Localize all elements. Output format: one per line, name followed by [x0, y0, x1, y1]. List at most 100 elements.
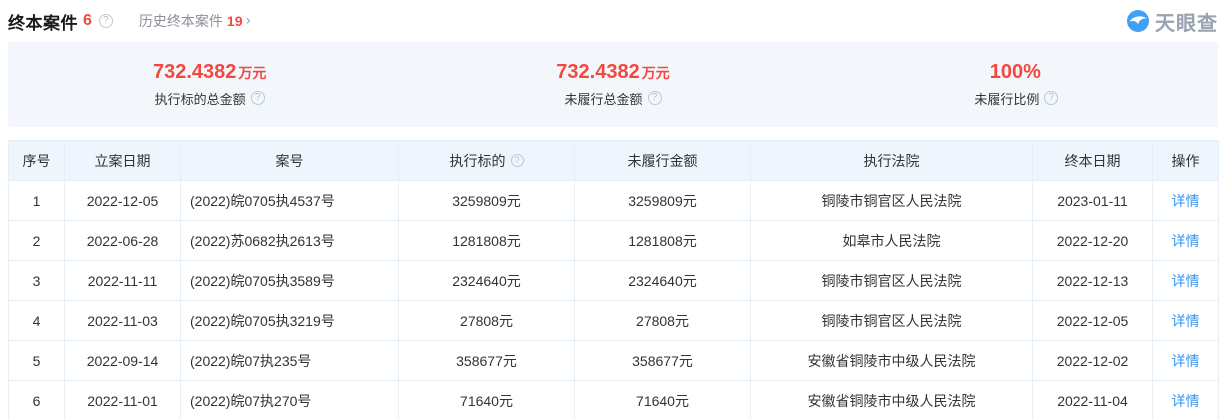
cell-index: 3 [8, 260, 65, 301]
page-title: 终本案件 [8, 13, 78, 33]
section-header: 终本案件 6 ? 历史终本案件 19 › 天眼查 [8, 7, 1218, 36]
detail-link[interactable]: 详情 [1171, 352, 1200, 369]
table-row: 3 2022-11-11 (2022)皖0705执3589号 2324640元 … [8, 260, 1219, 301]
cell-unfulfilled-amount: 1281808元 [574, 220, 751, 261]
final-cases-panel: 终本案件 6 ? 历史终本案件 19 › 天眼查 732.4382 万元 执行标的… [0, 8, 1226, 419]
brand-name: 天眼查 [1155, 12, 1218, 35]
detail-link[interactable]: 详情 [1171, 312, 1200, 329]
tianyancha-bird-icon [1127, 10, 1149, 32]
col-header-index: 序号 [8, 140, 65, 181]
help-icon[interactable]: ? [250, 91, 265, 105]
stat-value: 732.4382 万元 [556, 62, 669, 82]
cell-filing-date: 2022-12-05 [64, 180, 181, 221]
cell-court: 安徽省铜陵市中级人民法院 [750, 340, 1033, 381]
stat-unit: 万元 [641, 64, 670, 81]
cell-index: 5 [8, 340, 65, 381]
stat-number: 732.4382 [556, 60, 640, 83]
help-icon[interactable]: ? [510, 154, 524, 167]
history-cases-label: 历史终本案件 [138, 13, 223, 29]
cell-end-date: 2022-12-20 [1032, 220, 1153, 261]
cell-court: 铜陵市铜官区人民法院 [750, 180, 1033, 221]
help-icon[interactable]: ? [647, 91, 662, 105]
table-row: 5 2022-09-14 (2022)皖07执235号 358677元 3586… [8, 340, 1219, 381]
cell-filing-date: 2022-11-01 [64, 380, 181, 419]
table-row: 2 2022-06-28 (2022)苏0682执2613号 1281808元 … [8, 220, 1219, 261]
detail-link[interactable]: 详情 [1171, 232, 1200, 249]
col-header-filing-date: 立案日期 [64, 140, 181, 181]
history-cases-link[interactable]: 历史终本案件 19 › [139, 11, 251, 31]
cell-case-number: (2022)苏0682执2613号 [180, 220, 399, 261]
cell-action: 详情 [1152, 380, 1219, 419]
cell-case-number: (2022)皖07执235号 [180, 340, 399, 381]
brand-logo: 天眼查 [1126, 7, 1218, 36]
stat-label: 未履行总金额 ? [564, 89, 662, 108]
stat-number: 100% [989, 60, 1041, 83]
stat-label: 未履行比例 ? [974, 89, 1059, 108]
cell-action: 详情 [1152, 260, 1219, 301]
cell-court: 铜陵市铜官区人民法院 [750, 260, 1033, 301]
cell-court: 安徽省铜陵市中级人民法院 [750, 380, 1033, 419]
cell-action: 详情 [1152, 220, 1219, 261]
cell-index: 4 [8, 300, 65, 341]
cell-filing-date: 2022-11-11 [64, 260, 181, 301]
col-header-court: 执行法院 [750, 140, 1033, 181]
detail-link[interactable]: 详情 [1171, 272, 1200, 289]
history-cases-count: 19 [226, 13, 243, 29]
cell-unfulfilled-amount: 358677元 [574, 340, 751, 381]
cell-end-date: 2022-12-05 [1032, 300, 1153, 341]
cell-filing-date: 2022-11-03 [64, 300, 181, 341]
cell-unfulfilled-amount: 71640元 [574, 380, 751, 419]
cases-table: 序号 立案日期 案号 执行标的 ? 未履行金额 执行法院 终本日期 操作 1 2… [8, 140, 1219, 419]
detail-link[interactable]: 详情 [1171, 192, 1200, 209]
cell-index: 6 [8, 380, 65, 419]
help-icon[interactable]: ? [1044, 91, 1059, 105]
cell-execution-target: 3259809元 [398, 180, 575, 221]
stat-unfulfilled-ratio: 100% 未履行比例 ? [815, 42, 1218, 127]
table-row: 1 2022-12-05 (2022)皖0705执4537号 3259809元 … [8, 180, 1219, 221]
cell-execution-target: 358677元 [398, 340, 575, 381]
col-header-case-number: 案号 [180, 140, 399, 181]
cell-case-number: (2022)皖0705执3219号 [180, 300, 399, 341]
cell-index: 2 [8, 220, 65, 261]
cell-end-date: 2022-12-13 [1032, 260, 1153, 301]
cell-court: 铜陵市铜官区人民法院 [750, 300, 1033, 341]
col-header-end-date: 终本日期 [1032, 140, 1153, 181]
table-row: 4 2022-11-03 (2022)皖0705执3219号 27808元 27… [8, 300, 1219, 341]
cell-unfulfilled-amount: 27808元 [574, 300, 751, 341]
case-count-badge: 6 [83, 12, 92, 29]
stat-unfulfilled-total: 732.4382 万元 未履行总金额 ? [411, 42, 814, 127]
col-header-execution-target: 执行标的 ? [398, 140, 575, 181]
stat-number: 732.4382 [152, 60, 237, 83]
detail-link[interactable]: 详情 [1171, 392, 1200, 409]
cell-unfulfilled-amount: 2324640元 [574, 260, 751, 301]
cell-court: 如皋市人民法院 [750, 220, 1033, 261]
cell-action: 详情 [1152, 300, 1219, 341]
cell-execution-target: 71640元 [398, 380, 575, 419]
cell-filing-date: 2022-09-14 [64, 340, 181, 381]
cell-action: 详情 [1152, 340, 1219, 381]
col-header-unfulfilled-amount: 未履行金额 [574, 140, 751, 181]
cell-end-date: 2023-01-11 [1032, 180, 1153, 221]
cell-filing-date: 2022-06-28 [64, 220, 181, 261]
summary-strip: 732.4382 万元 执行标的总金额 ? 732.4382 万元 未履行总金额 ?… [8, 42, 1218, 127]
cell-unfulfilled-amount: 3259809元 [574, 180, 751, 221]
cell-execution-target: 1281808元 [398, 220, 575, 261]
cell-case-number: (2022)皖07执270号 [180, 380, 399, 419]
cell-case-number: (2022)皖0705执4537号 [180, 180, 399, 221]
cell-action: 详情 [1152, 180, 1219, 221]
stat-execution-target-total: 732.4382 万元 执行标的总金额 ? [8, 42, 411, 127]
chevron-right-icon: › [245, 13, 252, 29]
help-icon[interactable]: ? [98, 14, 113, 28]
stat-value: 100% [990, 62, 1043, 82]
col-header-action: 操作 [1152, 140, 1219, 181]
stat-label: 执行标的总金额 ? [155, 89, 265, 108]
cell-execution-target: 2324640元 [398, 260, 575, 301]
cell-end-date: 2022-12-02 [1032, 340, 1153, 381]
cell-execution-target: 27808元 [398, 300, 575, 341]
cell-case-number: (2022)皖0705执3589号 [180, 260, 399, 301]
table-row: 6 2022-11-01 (2022)皖07执270号 71640元 71640… [8, 380, 1219, 419]
table-header-row: 序号 立案日期 案号 执行标的 ? 未履行金额 执行法院 终本日期 操作 [8, 140, 1219, 181]
stat-unit: 万元 [238, 64, 267, 81]
cell-end-date: 2022-11-04 [1032, 380, 1153, 419]
stat-value: 732.4382 万元 [153, 62, 266, 82]
